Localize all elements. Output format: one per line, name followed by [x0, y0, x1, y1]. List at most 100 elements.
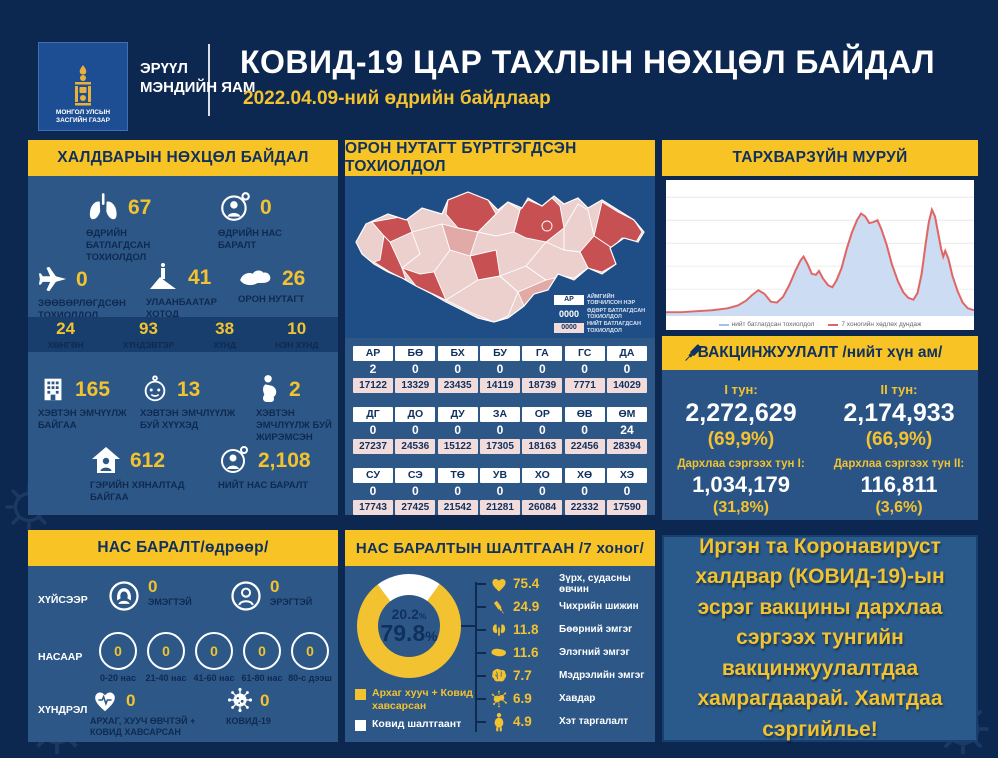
aimag-daily: 0 [623, 484, 631, 498]
provinces-label: ОРОН НУТАГТ [238, 294, 305, 305]
aimag-daily: 0 [369, 423, 377, 437]
dose-1-value: 2,272,629 [685, 399, 797, 427]
aimag-daily: 0 [538, 362, 546, 376]
deaths-panel-header: НАС БАРАЛТ/өдрөөр/ [28, 530, 338, 566]
aimag-cell: БӨ 0 13329 [395, 346, 436, 393]
aimag-cell: ӨМ 24 28394 [606, 407, 647, 454]
regions-map: АР АЙМГИЙН ТОВЧИЛСОН НЭР 0000 ӨДӨРТ БАТЛ… [345, 176, 655, 338]
hospitalized-children-value: 13 [177, 377, 201, 401]
aimag-total: 28394 [606, 439, 647, 454]
deaths-age-41-60: 0 41-60 нас [190, 632, 238, 683]
cause-cancer: 6.9 Хавдар [475, 687, 651, 710]
aimag-cell: ЗА 0 17305 [479, 407, 520, 454]
aimag-total: 14029 [606, 378, 647, 393]
booster-1: Дархлаа сэргээх тун I: 1,034,179 (31,8%) [662, 458, 820, 517]
aimag-daily: 2 [369, 362, 377, 376]
booster-2-pct: (3,6%) [875, 499, 923, 516]
aimag-daily: 0 [538, 423, 546, 437]
stat-ulaanbaatar: 41 УЛААНБААТАР ХОТОД [146, 261, 246, 321]
hospitalized-children-label: ХЭВТЭН ЭМЧЛҮҮЛЖ БУЙ ХҮҮХЭД [140, 408, 236, 431]
average-swatch [828, 323, 839, 326]
hospitalized-pregnant-value: 2 [289, 377, 301, 401]
severity-mild: 24 ХӨНГӨН [47, 319, 84, 350]
curve-legend-average: 7 хоногийн хөдлөх дундаж [828, 321, 921, 328]
deaths-covid-only: 0 КОВИД-19 [226, 686, 326, 727]
cause-label: Хэт таргалалт [559, 716, 629, 727]
covid-swatch [355, 720, 366, 732]
epidemic-curve-chart: нийт батлагдсан тохиолдол 7 хоногийн хөд… [666, 180, 975, 330]
dose-1-label: I тун: [724, 382, 758, 397]
aimag-daily: 0 [411, 484, 419, 498]
aimag-cell: УВ 0 21281 [479, 468, 520, 515]
aimag-daily: 0 [581, 423, 588, 437]
severity-moderate: 93 ХҮНДЭВТЭР [122, 319, 175, 350]
gender-row-label: ХҮЙСЭЭР [38, 594, 88, 606]
syringe-icon [685, 344, 702, 361]
message-text: Иргэн та Коронавируст халдвар (КОВИД-19)… [695, 534, 945, 741]
legend-total-label: НИЙТ БАТЛАГДСАН ТОХИОЛДОЛ [587, 321, 641, 334]
aimag-daily: 0 [454, 362, 461, 376]
legend-covid-label: Ковид шалтгаант [372, 718, 462, 731]
aimag-code: ХЭ [606, 468, 647, 483]
aimag-cell: ОР 0 18163 [522, 407, 563, 454]
aimag-total: 24536 [395, 439, 436, 454]
severity-strip: 24 ХӨНГӨН 93 ХҮНДЭВТЭР 38 ХҮНД 10 НЭН ХҮНД [28, 317, 338, 352]
aimag-cell: ӨВ 0 22456 [564, 407, 605, 454]
lungs-icon [89, 193, 117, 220]
dose-2-value: 2,174,933 [843, 399, 955, 427]
heart-pulse-icon [95, 692, 115, 712]
booster-2-label: Дархлаа сэргээх тун II: [833, 458, 965, 470]
aimag-cell: СЭ 0 27425 [395, 468, 436, 515]
bracket-tick [475, 651, 486, 654]
comorbid-swatch [355, 689, 366, 700]
comorbid-pct: 79.8% [380, 619, 438, 646]
header-divider [208, 44, 210, 116]
age-circle: 0 [195, 632, 233, 670]
deaths-female: 0 ЭМЭГТЭЙ [106, 578, 192, 614]
aimag-daily: 0 [538, 484, 546, 498]
aimag-code: ЗА [479, 407, 520, 422]
death-cause-donut: 20.2% 79.8% [357, 574, 461, 678]
provinces-value: 26 [282, 266, 306, 290]
aimag-total: 27237 [353, 439, 393, 454]
donut-legend: Архаг хууч + Ковид хавсарсан Ковид шалтг… [355, 682, 483, 732]
female-icon [109, 581, 139, 611]
deaths-male: 0 ЭРЭГТЭЙ [228, 578, 312, 614]
deaths-age-80plus: 0 80-с дээш [286, 632, 334, 683]
aimag-code: ХӨ [564, 468, 605, 483]
aimag-code: ХО [522, 468, 563, 483]
aimag-code: СУ [353, 468, 393, 483]
aimag-code: ТӨ [437, 468, 478, 483]
vaccination-header: ВАКЦИНЖУУЛАЛТ /нийт хүн ам/ [662, 336, 978, 370]
cause-label: Мэдрэлийн эмгэг [559, 670, 645, 681]
deaths-age-61-80: 0 61-80 нас [238, 632, 286, 683]
aimag-total: 21281 [479, 500, 520, 515]
cause-kidney: 11.8 Бөөрний эмгэг [475, 618, 651, 641]
curve-legend: нийт батлагдсан тохиолдол 7 хоногийн хөд… [666, 321, 974, 328]
aimag-code: ГС [564, 346, 605, 361]
government-logo: МОНГОЛ УЛСЫН ЗАСГИЙН ГАЗАР [38, 42, 128, 131]
epidemic-curve-svg [666, 196, 975, 316]
aimag-cell: ГС 0 7771 [564, 346, 605, 393]
total-deaths-icon [221, 446, 248, 473]
aimag-total: 21542 [437, 500, 478, 515]
dose-2-label: II тун: [880, 382, 918, 397]
aimag-cell: ДУ 0 15122 [437, 407, 478, 454]
causes-list: 75.4 Зүрх, судасны өвчин 24.9 Чихрийн ши… [475, 572, 651, 733]
deaths-panel-body: ХҮЙСЭЭР 0 ЭМЭГТЭЙ 0 ЭРЭГТЭЙ НАСААР 0 0-2… [28, 566, 338, 742]
severity-critical: 10 НЭН ХҮНД [275, 319, 319, 350]
complication-row-label: ХҮНДРЭЛ [38, 704, 88, 716]
stat-hospitalized-children: 13 ХЭВТЭН ЭМЧЛҮҮЛЖ БУЙ ХҮҮХЭД [140, 374, 245, 432]
aimag-total: 27425 [395, 500, 436, 515]
legend-comorbid-label: Архаг хууч + Ковид хавсарсан [372, 687, 473, 713]
page-title: КОВИД-19 ЦАР ТАХЛЫН НӨХЦӨЛ БАЙДАЛ [240, 44, 936, 80]
aimag-total: 18163 [522, 439, 563, 454]
age-circle: 0 [243, 632, 281, 670]
aimag-cell: ДА 0 14029 [606, 346, 647, 393]
booster-2-value: 116,811 [860, 472, 938, 497]
cause-pct: 11.6 [513, 645, 539, 660]
aimag-daily: 0 [496, 362, 504, 376]
aimag-total: 7771 [564, 378, 605, 393]
bracket-tick [475, 674, 486, 677]
cause-pct: 4.9 [513, 714, 532, 729]
